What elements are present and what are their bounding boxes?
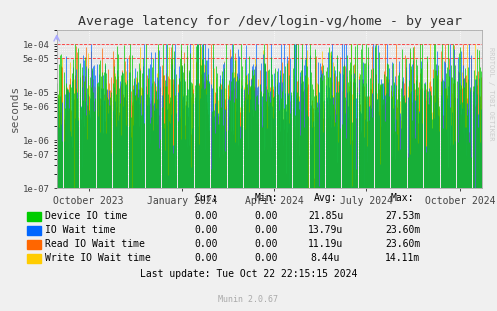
- Text: 23.60m: 23.60m: [385, 239, 420, 249]
- Text: 8.44u: 8.44u: [311, 253, 340, 263]
- Text: 0.00: 0.00: [194, 253, 218, 263]
- Text: 27.53m: 27.53m: [385, 211, 420, 221]
- Text: 0.00: 0.00: [254, 225, 278, 235]
- Text: Last update: Tue Oct 22 22:15:15 2024: Last update: Tue Oct 22 22:15:15 2024: [140, 269, 357, 279]
- Text: Read IO Wait time: Read IO Wait time: [45, 239, 145, 249]
- Text: Min:: Min:: [254, 193, 278, 202]
- Text: 0.00: 0.00: [254, 211, 278, 221]
- Text: 11.19u: 11.19u: [308, 239, 343, 249]
- Text: Device IO time: Device IO time: [45, 211, 127, 221]
- Text: 0.00: 0.00: [194, 225, 218, 235]
- Text: 14.11m: 14.11m: [385, 253, 420, 263]
- Text: Avg:: Avg:: [314, 193, 337, 202]
- Text: Munin 2.0.67: Munin 2.0.67: [219, 295, 278, 304]
- Text: 0.00: 0.00: [254, 239, 278, 249]
- Text: 21.85u: 21.85u: [308, 211, 343, 221]
- Text: 13.79u: 13.79u: [308, 225, 343, 235]
- Title: Average latency for /dev/login-vg/home - by year: Average latency for /dev/login-vg/home -…: [78, 15, 462, 28]
- Text: Max:: Max:: [391, 193, 414, 202]
- Text: RRDTOOL / TOBI OETIKER: RRDTOOL / TOBI OETIKER: [488, 47, 494, 140]
- Text: IO Wait time: IO Wait time: [45, 225, 115, 235]
- Text: Cur:: Cur:: [194, 193, 218, 202]
- Text: 0.00: 0.00: [194, 239, 218, 249]
- Text: 0.00: 0.00: [194, 211, 218, 221]
- Text: 0.00: 0.00: [254, 253, 278, 263]
- Text: 23.60m: 23.60m: [385, 225, 420, 235]
- Text: Write IO Wait time: Write IO Wait time: [45, 253, 151, 263]
- Y-axis label: seconds: seconds: [10, 85, 20, 132]
